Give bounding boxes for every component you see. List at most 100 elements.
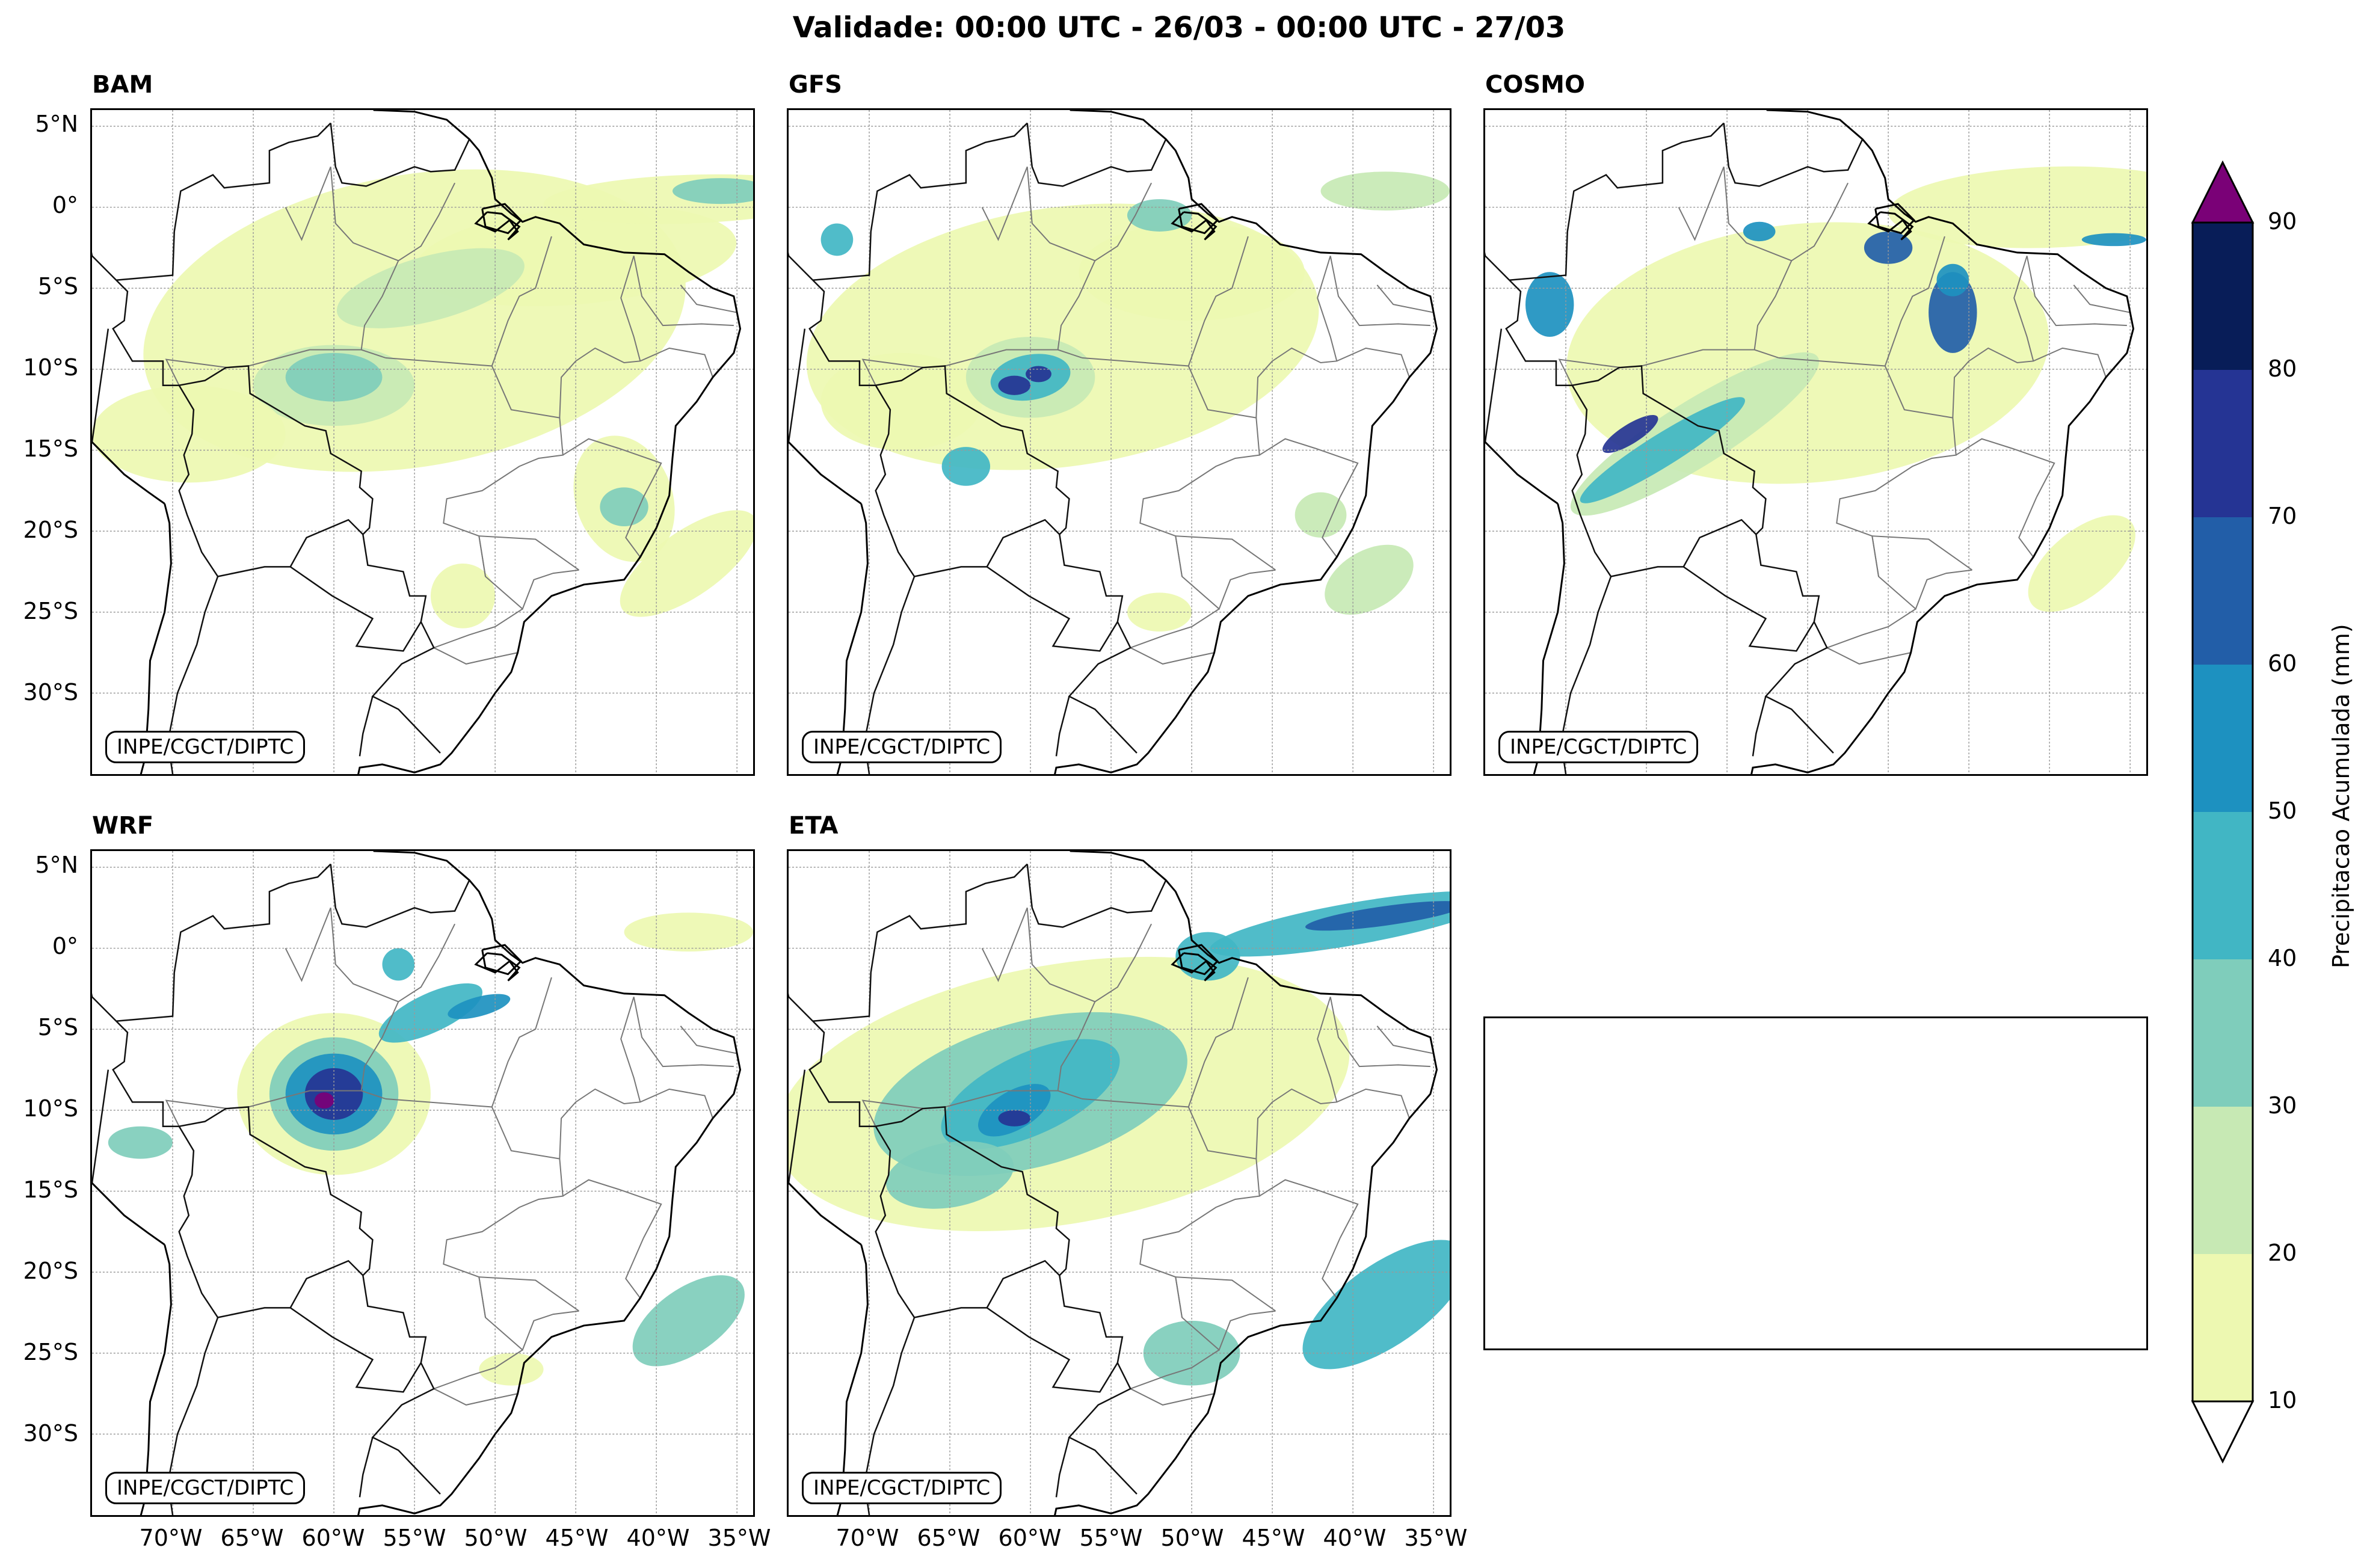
- precip-blob: [448, 994, 511, 1019]
- precip-blob: [1302, 1240, 1450, 1370]
- precipitation-field: [789, 891, 1450, 1386]
- lon-tick: 55°W: [383, 1525, 446, 1551]
- state-boundaries: [1558, 166, 2131, 665]
- colorbar-over-triangle: [2191, 160, 2255, 224]
- state-boundaries: [165, 166, 737, 665]
- precip-blob: [1320, 171, 1450, 211]
- precip-blob: [632, 1275, 745, 1367]
- lon-tick: 50°W: [464, 1525, 528, 1551]
- colorbar: [2191, 160, 2255, 1464]
- lon-tick: 60°W: [998, 1525, 1062, 1551]
- colorbar-tick-label: 60: [2268, 650, 2297, 677]
- panel-label-eta: ETA: [789, 812, 839, 840]
- lon-tick: 60°W: [301, 1525, 365, 1551]
- colorbar-tick-label: 70: [2268, 503, 2297, 529]
- precip-blob: [624, 912, 753, 952]
- panel-label-bam: BAM: [92, 71, 153, 99]
- precip-blob: [2028, 515, 2135, 612]
- colorbar-under-triangle: [2191, 1400, 2255, 1464]
- empty-legend-box: [1483, 1016, 2148, 1350]
- lon-tick: 45°W: [545, 1525, 609, 1551]
- colorbar-tick-label: 30: [2268, 1092, 2297, 1119]
- lat-tick: 25°S: [23, 1339, 78, 1365]
- panel-label-gfs: GFS: [789, 71, 842, 99]
- lat-tick: 25°S: [23, 598, 78, 624]
- lon-tick: 55°W: [1079, 1525, 1143, 1551]
- precip-blob: [2081, 233, 2146, 247]
- lon-tick: 65°W: [220, 1525, 284, 1551]
- colorbar-segment: [2193, 1107, 2253, 1254]
- panel-label-cosmo: COSMO: [1485, 71, 1585, 99]
- graticule: [789, 110, 1450, 774]
- precip-blob: [820, 223, 854, 256]
- lat-tick: 15°S: [23, 435, 78, 462]
- precip-blob: [92, 385, 286, 483]
- precipitation-field: [1525, 166, 2146, 612]
- lat-tick: 10°S: [23, 354, 78, 381]
- map-panel-wrf: INPE/CGCT/DIPTC: [90, 849, 755, 1517]
- lon-tick: 70°W: [139, 1525, 203, 1551]
- precip-blob: [1127, 199, 1192, 232]
- precip-blob: [1294, 492, 1347, 538]
- country-borders: [1485, 122, 1864, 774]
- lon-tick: 40°W: [1323, 1525, 1387, 1551]
- precip-blob: [998, 375, 1031, 395]
- precip-blob: [304, 1068, 363, 1120]
- credit-box: INPE/CGCT/DIPTC: [802, 731, 1002, 763]
- precip-blob: [998, 1110, 1031, 1127]
- precip-blob: [806, 203, 1319, 470]
- map-wrf: [92, 851, 753, 1515]
- colorbar-segment: [2193, 370, 2253, 517]
- lat-tick: 15°S: [23, 1176, 78, 1203]
- precip-blob: [1305, 901, 1450, 931]
- map-panel-eta: INPE/CGCT/DIPTC: [787, 849, 1451, 1517]
- map-panel-cosmo: INPE/CGCT/DIPTC: [1483, 108, 2148, 776]
- panel-label-wrf: WRF: [92, 812, 154, 840]
- colorbar-tick-label: 50: [2268, 798, 2297, 824]
- lat-tick: 5°N: [35, 852, 78, 878]
- state-boundaries: [861, 907, 1434, 1406]
- graticule: [789, 851, 1450, 1515]
- coastline: [789, 851, 1438, 1515]
- lat-tick: 30°S: [23, 679, 78, 706]
- state-boundaries: [165, 907, 737, 1406]
- precip-blob: [378, 983, 483, 1043]
- lon-tick: 35°W: [707, 1525, 771, 1551]
- map-bam: [92, 110, 753, 774]
- precip-blob: [1175, 932, 1240, 981]
- precip-blob: [382, 948, 415, 981]
- lon-tick: 70°W: [836, 1525, 899, 1551]
- map-cosmo: [1485, 110, 2146, 774]
- lon-tick: 45°W: [1242, 1525, 1305, 1551]
- lat-tick: 0°: [52, 192, 78, 218]
- precip-blob: [820, 352, 982, 450]
- precip-blob: [941, 447, 991, 486]
- colorbar-segment: [2193, 665, 2253, 812]
- precip-blob: [1602, 414, 1658, 453]
- graticule: [92, 851, 753, 1515]
- state-boundaries: [861, 166, 1434, 665]
- map-eta: [789, 851, 1450, 1515]
- map-gfs: [789, 110, 1450, 774]
- precip-blob: [1929, 272, 1977, 353]
- colorbar-tick-label: 20: [2268, 1240, 2297, 1266]
- lat-tick: 20°S: [23, 1258, 78, 1284]
- lat-tick: 20°S: [23, 517, 78, 543]
- colorbar-segment: [2193, 223, 2253, 370]
- lon-tick: 35°W: [1404, 1525, 1468, 1551]
- credit-box: INPE/CGCT/DIPTC: [105, 1472, 306, 1504]
- colorbar-tick-label: 90: [2268, 208, 2297, 235]
- precip-blob: [1525, 272, 1574, 337]
- colorbar-tick-label: 10: [2268, 1387, 2297, 1413]
- colorbar-tick-label: 80: [2268, 355, 2297, 382]
- colorbar-title: Precipitacao Acumulada (mm): [2328, 624, 2354, 968]
- precip-blob: [1026, 366, 1051, 383]
- graticule: [92, 110, 753, 774]
- map-panel-bam: INPE/CGCT/DIPTC: [90, 108, 755, 776]
- credit-box: INPE/CGCT/DIPTC: [802, 1472, 1002, 1504]
- precip-blob: [1325, 544, 1414, 615]
- precip-blob: [620, 510, 753, 617]
- precipitation-field: [806, 171, 1450, 632]
- precip-blob: [430, 563, 496, 629]
- lon-tick: 65°W: [917, 1525, 980, 1551]
